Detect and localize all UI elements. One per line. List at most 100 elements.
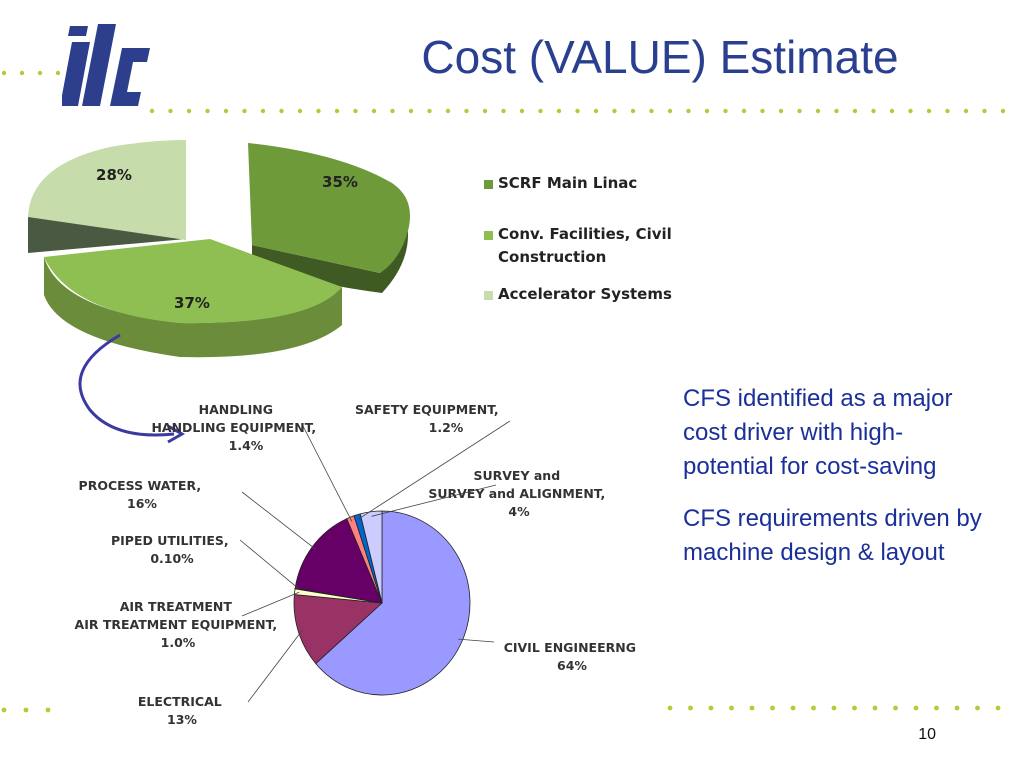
decorative-dot <box>445 108 451 114</box>
decorative-dot <box>686 108 691 114</box>
decorative-dot <box>37 70 43 76</box>
ilc-logo <box>62 24 150 106</box>
label-process-water: PROCESS WATER, 16% <box>79 478 206 511</box>
cfs-breakdown-pie-chart: HANDLING HANDLING EQUIPMENT, 1.4% SAFETY… <box>75 402 636 727</box>
decorative-dot <box>556 108 562 114</box>
decorative-dot <box>889 108 895 114</box>
decorative-dot <box>371 108 377 114</box>
decorative-dot <box>797 108 802 114</box>
label-air-treatment-line1: AIR TREATMENT <box>120 599 233 614</box>
decorative-dot <box>464 108 469 114</box>
decorative-dot <box>334 108 340 114</box>
decorative-dot <box>913 705 919 711</box>
label-survey-line1: SURVEY and <box>473 468 560 483</box>
pie2-slice-0 <box>315 510 471 696</box>
decorative-dot <box>501 108 506 114</box>
label-piped-utilities-value: 0.10% <box>150 551 194 566</box>
decorative-dot <box>482 108 488 114</box>
label-safety: SAFETY EQUIPMENT, 1.2% <box>355 402 503 435</box>
legend-label: SCRF Main Linac <box>498 174 638 192</box>
decorative-dot <box>945 108 950 114</box>
decorative-dot <box>45 707 51 713</box>
decorative-dot <box>612 108 617 114</box>
pie2-leader-0 <box>458 638 495 643</box>
decorative-dot <box>223 108 229 114</box>
cost-breakdown-3d-pie-chart: 28% 35% 37% <box>28 140 410 358</box>
legend-swatch <box>484 231 493 240</box>
decorative-dot <box>19 70 25 76</box>
decorative-dot <box>242 108 247 114</box>
decorative-dot <box>390 108 395 114</box>
label-handling-name: HANDLING EQUIPMENT, <box>151 420 316 435</box>
decorative-dot <box>205 108 210 114</box>
decorative-dot <box>741 108 747 114</box>
decorative-dot <box>649 108 654 114</box>
decorative-dot <box>908 108 913 114</box>
decorative-dot <box>790 705 796 711</box>
decorative-dot <box>872 705 878 711</box>
decorative-dot <box>55 70 61 76</box>
label-process-water-name: PROCESS WATER, <box>79 478 202 493</box>
decorative-dot <box>852 108 858 114</box>
decorative-dot <box>1000 108 1006 114</box>
label-survey-name: SURVEY and ALIGNMENT, <box>428 486 605 501</box>
decorative-dot <box>831 705 837 711</box>
label-safety-name: SAFETY EQUIPMENT, <box>355 402 499 417</box>
side-text: CFS identified as a major cost driver wi… <box>683 382 983 588</box>
pie-label-37: 37% <box>174 294 210 312</box>
pie2-slices <box>293 510 471 696</box>
decorative-dot <box>593 108 599 114</box>
decorative-dot <box>186 108 192 114</box>
decorative-dot <box>723 108 728 114</box>
decorative-dot <box>934 705 939 711</box>
label-piped-utilities-name: PIPED UTILITIES, <box>111 533 229 548</box>
label-handling-line1: HANDLING <box>199 402 273 417</box>
label-electrical: ELECTRICAL 13% <box>138 694 226 727</box>
label-air-treatment: AIR TREATMENT AIR TREATMENT EQUIPMENT, 1… <box>75 599 282 650</box>
legend-swatch <box>484 291 493 300</box>
label-process-water-value: 16% <box>127 496 157 511</box>
decorative-dot <box>316 108 321 114</box>
decorative-dot <box>575 108 580 114</box>
pie2-slice-1 <box>293 594 383 665</box>
decorative-dot <box>954 705 960 711</box>
legend-swatch <box>484 180 493 189</box>
pie-slice-conv-facilities <box>44 239 342 358</box>
decorative-dot <box>871 108 876 114</box>
decorative-dot <box>688 705 693 711</box>
decorative-dot <box>23 707 29 713</box>
label-air-treatment-value: 1.0% <box>161 635 196 650</box>
pie2-leader-2 <box>241 591 300 617</box>
decorative-dot <box>778 108 784 114</box>
decorative-dot <box>708 705 714 711</box>
label-civil-engineering-value: 64% <box>557 658 587 673</box>
decorative-dot <box>963 108 969 114</box>
pie2-leader-7 <box>371 484 497 517</box>
pie2-slice-7 <box>359 510 383 604</box>
legend-item-accelerator-systems: Accelerator Systems <box>484 283 704 306</box>
decorative-dot <box>1 707 7 713</box>
decorative-dot <box>995 705 1001 711</box>
decorative-dot <box>538 108 543 114</box>
pie-slice-accelerator-systems <box>28 140 186 253</box>
decorative-dot <box>519 108 525 114</box>
pie2-leader-1 <box>247 629 303 703</box>
label-safety-value: 1.2% <box>429 420 464 435</box>
decorative-dot <box>297 108 303 114</box>
label-air-treatment-name: AIR TREATMENT EQUIPMENT, <box>75 617 278 632</box>
pie2-leader-3 <box>239 539 300 590</box>
decorative-dot <box>852 705 857 711</box>
decorative-dot <box>982 108 987 114</box>
decorative-dot <box>760 108 765 114</box>
legend-item-scrf: SCRF Main Linac <box>484 172 704 195</box>
decorative-dot <box>630 108 636 114</box>
decorative-dot <box>893 705 898 711</box>
label-handling-value: 1.4% <box>229 438 264 453</box>
decorative-dot <box>811 705 816 711</box>
decorative-dot <box>279 108 284 114</box>
decorative-dot <box>704 108 710 114</box>
legend-item-conv-facilities: Conv. Facilities, Civil Construction <box>484 223 704 269</box>
decorative-dot <box>1 70 7 76</box>
side-text-paragraph-1: CFS identified as a major cost driver wi… <box>683 385 953 480</box>
decorative-dot <box>926 108 932 114</box>
